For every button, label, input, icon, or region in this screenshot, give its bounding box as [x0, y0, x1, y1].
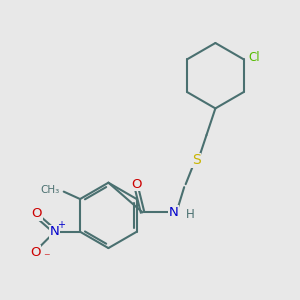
Text: H: H — [186, 208, 194, 221]
Text: O: O — [32, 207, 42, 220]
Text: O: O — [131, 178, 142, 191]
Text: O: O — [30, 246, 41, 259]
Text: ⁻: ⁻ — [43, 251, 50, 264]
Text: S: S — [192, 153, 200, 167]
Text: CH₃: CH₃ — [40, 185, 59, 195]
Text: +: + — [57, 220, 65, 230]
Text: Cl: Cl — [248, 51, 260, 64]
Text: N: N — [169, 206, 179, 219]
Text: N: N — [50, 225, 60, 238]
